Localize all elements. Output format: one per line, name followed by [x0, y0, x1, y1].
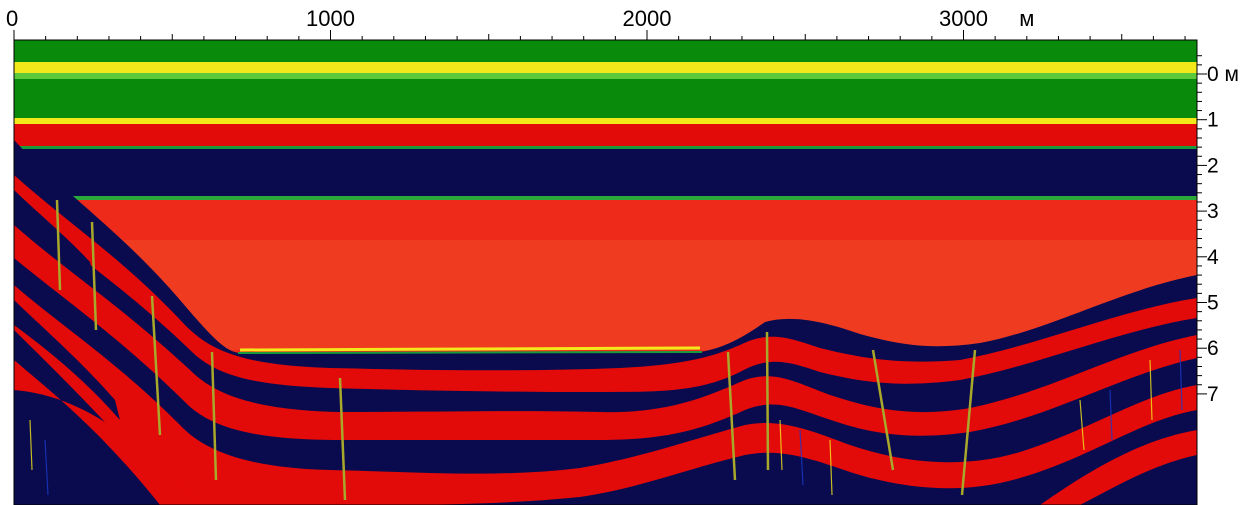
slope-layer-b [14, 300, 120, 420]
yellow-band-2 [14, 118, 1197, 124]
top-distance-axis: 0 1000 2000 3000 м [6, 6, 1197, 41]
noise-speckle [29, 349, 1183, 496]
right-axis-tick-label: 3 [1207, 200, 1219, 223]
right-axis-tick-label: 4 [1207, 246, 1219, 269]
slope-layer-a [14, 190, 95, 285]
right-axis-tick-label: 2 [1207, 154, 1219, 177]
top-axis-unit-label: м [1019, 6, 1034, 31]
right-depth-axis: 0 м 1 2 3 4 5 6 7 [1196, 40, 1239, 505]
sediment-layer-5 [1040, 430, 1197, 505]
green-band-1 [14, 40, 1197, 64]
lake-bottom-edge [239, 346, 701, 352]
right-axis-tick-label: 1 [1207, 109, 1219, 132]
fault-lines [55, 199, 977, 501]
yellow-band-1 [14, 62, 1197, 74]
right-axis-tick-label: 0 м [1207, 63, 1239, 86]
lightgreen-band [14, 73, 1197, 79]
right-axis-tick-label: 7 [1207, 383, 1219, 406]
sediment-layer-4 [14, 360, 200, 505]
top-axis-tick-label: 0 [6, 6, 18, 31]
top-axis-tick-label: 3000 [939, 6, 988, 31]
green-edge-upper [14, 146, 1197, 149]
green-band-2 [14, 79, 1197, 120]
right-axis-tick-label: 5 [1207, 292, 1219, 315]
green-edge-lower [14, 196, 1197, 200]
water-texture [14, 240, 1197, 350]
red-band-upper [14, 124, 1197, 148]
top-axis-tick-label: 2000 [623, 6, 672, 31]
profile-image [14, 40, 1197, 505]
top-axis-tick-label: 1000 [306, 6, 355, 31]
right-axis-tick-label: 6 [1207, 337, 1219, 360]
navy-band [14, 148, 1197, 200]
lake-bottom-edge-green [237, 351, 703, 354]
